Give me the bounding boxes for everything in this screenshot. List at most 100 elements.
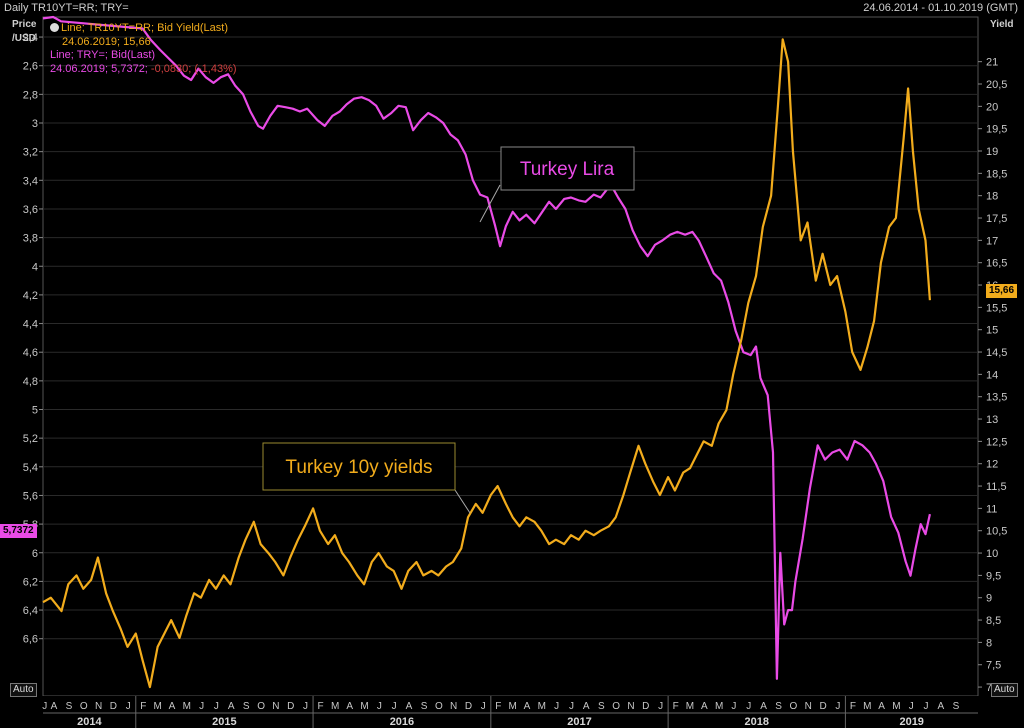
x-month-label: M bbox=[509, 701, 517, 712]
x-month-label: A bbox=[701, 701, 708, 712]
right-tick-label: 10,5 bbox=[986, 526, 1007, 538]
x-month-label: A bbox=[228, 701, 235, 712]
x-month-label: M bbox=[892, 701, 900, 712]
x-month-label: D bbox=[642, 701, 649, 712]
x-month-label: N bbox=[272, 701, 279, 712]
x-month-label: J bbox=[214, 701, 219, 712]
legend-lira-value: 24.06.2019; 5,7372; bbox=[50, 62, 148, 75]
left-tick-label: 4,2 bbox=[23, 290, 38, 302]
left-tick-label: 3,4 bbox=[23, 175, 38, 187]
left-tick-label: 3,6 bbox=[23, 204, 38, 216]
x-month-label: J bbox=[569, 701, 574, 712]
legend-lira-title: Line; TRY=; Bid(Last) bbox=[50, 49, 156, 61]
x-month-label: J bbox=[924, 701, 929, 712]
chart-date-range: 24.06.2014 - 01.10.2019 (GMT) bbox=[863, 2, 1018, 14]
left-tick-label: 3,8 bbox=[23, 233, 38, 245]
right-tick-label: 20 bbox=[986, 101, 998, 113]
x-month-label: A bbox=[169, 701, 176, 712]
left-tick-label: 4,4 bbox=[23, 319, 38, 331]
x-month-label: M bbox=[331, 701, 339, 712]
x-year-label: 2015 bbox=[212, 716, 236, 728]
x-month-label: J bbox=[746, 701, 751, 712]
x-month-label: M bbox=[538, 701, 546, 712]
x-month-label: S bbox=[953, 701, 960, 712]
right-tick-label: 13,5 bbox=[986, 392, 1007, 404]
yields-callout-box bbox=[262, 442, 456, 491]
x-month-label: S bbox=[598, 701, 605, 712]
x-month-label: N bbox=[450, 701, 457, 712]
x-month-label: J bbox=[199, 701, 204, 712]
right-axis-auto-button[interactable]: Auto bbox=[991, 683, 1018, 697]
x-month-label: A bbox=[406, 701, 413, 712]
right-tick-label: 9 bbox=[986, 593, 992, 605]
left-tick-label: 4,8 bbox=[23, 376, 38, 388]
legend-yield-value: 24.06.2019; 15,66 bbox=[62, 35, 151, 48]
x-month-label: A bbox=[346, 701, 353, 712]
right-tick-label: 17,5 bbox=[986, 213, 1007, 225]
chart-instrument-title: Daily TR10YT=RR; TRY= bbox=[4, 2, 129, 14]
x-month-label: J bbox=[481, 701, 486, 712]
x-month-label: D bbox=[110, 701, 117, 712]
x-month-label: J bbox=[392, 701, 397, 712]
right-tick-label: 11 bbox=[986, 503, 997, 515]
x-month-label: N bbox=[627, 701, 634, 712]
annotations: Turkey Lira Turkey 10y yields bbox=[262, 146, 635, 514]
x-month-label: D bbox=[287, 701, 294, 712]
right-tick-label: 9,5 bbox=[986, 570, 1001, 582]
x-month-label: S bbox=[775, 701, 782, 712]
x-month-label: J bbox=[377, 701, 382, 712]
x-month-label: J bbox=[303, 701, 308, 712]
x-month-label: O bbox=[790, 701, 798, 712]
lira-callout-box bbox=[500, 146, 635, 191]
x-month-label: O bbox=[435, 701, 443, 712]
legend: Line; TR10YT=RR; Bid Yield(Last) 24.06.2… bbox=[50, 22, 237, 76]
x-month-label: M bbox=[686, 701, 694, 712]
x-month-label: M bbox=[360, 701, 368, 712]
right-tick-label: 20,5 bbox=[986, 79, 1007, 91]
right-tick-label: 14 bbox=[986, 369, 998, 381]
x-month-label: F bbox=[495, 701, 501, 712]
x-month-label: F bbox=[318, 701, 324, 712]
right-tick-label: 7,5 bbox=[986, 660, 1001, 672]
left-tick-label: 2,4 bbox=[23, 32, 38, 44]
x-year-label: 2016 bbox=[390, 716, 414, 728]
right-tick-label: 8 bbox=[986, 637, 992, 649]
x-month-label: N bbox=[95, 701, 102, 712]
lira-callout-line bbox=[479, 184, 501, 223]
right-tick-label: 19 bbox=[986, 146, 998, 158]
left-tick-label: 6,4 bbox=[23, 605, 38, 617]
left-axis-unit-line1: Price bbox=[12, 19, 37, 30]
x-year-label: 2014 bbox=[77, 716, 102, 728]
legend-lira-change: -0,0830; (-1,43%) bbox=[147, 62, 237, 75]
right-tick-label: 12,5 bbox=[986, 436, 1007, 448]
series-lines bbox=[42, 15, 931, 689]
x-month-label: O bbox=[612, 701, 620, 712]
yields-callout-label: Turkey 10y yields bbox=[285, 457, 432, 478]
x-month-label: J bbox=[658, 701, 663, 712]
right-tick-label: 8,5 bbox=[986, 615, 1001, 627]
left-tick-label: 3,2 bbox=[23, 147, 38, 159]
x-year-label: 2018 bbox=[745, 716, 769, 728]
right-last-value-badge: 15,66 bbox=[986, 284, 1018, 298]
legend-yield-title: Line; TR10YT=RR; Bid Yield(Last) bbox=[61, 22, 229, 34]
legend-lira-value-row: 24.06.2019; 5,7372; -0,0830; (-1,43%) bbox=[50, 63, 237, 77]
left-tick-label: 5,6 bbox=[23, 490, 38, 502]
left-axis-ticks: 2,4 2,6 2,8 3 3,2 3,4 3,6 3,8 4 4,2 4,4 4,6 4,8 5 5,2 5… bbox=[23, 32, 43, 646]
x-month-label: F bbox=[140, 701, 146, 712]
x-month-label: D bbox=[465, 701, 472, 712]
legend-toggle-icon[interactable] bbox=[50, 23, 59, 32]
right-tick-label: 19,5 bbox=[986, 124, 1007, 136]
right-tick-label: 10 bbox=[986, 548, 998, 560]
left-tick-label: 6,6 bbox=[23, 634, 38, 646]
x-month-label: F bbox=[850, 701, 856, 712]
left-tick-label: 4 bbox=[32, 261, 38, 273]
x-month-label: J bbox=[835, 701, 840, 712]
right-tick-label: 13 bbox=[986, 414, 998, 426]
x-month-label: O bbox=[80, 701, 88, 712]
left-axis-auto-button[interactable]: Auto bbox=[10, 683, 37, 697]
x-month-label: J bbox=[554, 701, 559, 712]
right-tick-label: 18 bbox=[986, 191, 998, 203]
right-tick-label: 12 bbox=[986, 459, 998, 471]
